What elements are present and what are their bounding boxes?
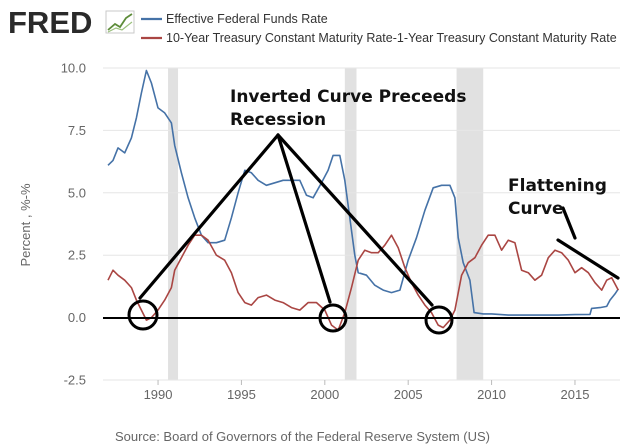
inversion-circle-2007 <box>424 305 454 335</box>
x-tick-label: 1990 <box>144 387 173 402</box>
fred-logo: FRED <box>8 5 135 40</box>
x-tick-label: 1995 <box>227 387 256 402</box>
fred-logo-text: FRED <box>8 5 92 40</box>
inversion-circle-1989 <box>127 299 159 331</box>
inversion-circle-2000 <box>318 303 348 333</box>
x-tick-label: 2000 <box>310 387 339 402</box>
legend-label-spread: 10-Year Treasury Constant Maturity Rate-… <box>166 31 617 45</box>
annotation-flattening-line2: Curve <box>508 199 564 219</box>
x-tick-label: 2015 <box>561 387 590 402</box>
series-line-spread <box>107 234 620 331</box>
annotation-line-2007 <box>276 133 434 307</box>
annotation-line-flattening-b <box>556 238 620 280</box>
x-axis-ticks: 1990 1995 2000 2005 2010 2015 <box>144 380 590 402</box>
annotation-line-flattening-a <box>561 206 577 240</box>
y-axis-label: Percent , %-% <box>18 183 33 267</box>
y-tick-label: 2.5 <box>68 248 86 263</box>
y-axis-ticks: 10.0 7.5 5.0 2.5 0.0 -2.5 <box>61 61 86 388</box>
annotation-inverted-line1: Inverted Curve Preceeds <box>230 87 466 107</box>
annotation-line-1990 <box>138 133 280 300</box>
gridlines <box>103 67 620 381</box>
series-lines <box>107 69 620 331</box>
legend-label-fedfunds: Effective Federal Funds Rate <box>166 12 328 26</box>
y-tick-label: 7.5 <box>68 123 86 138</box>
recession-band <box>456 68 484 380</box>
inversion-markers <box>127 299 454 335</box>
fred-logo-graph-icon <box>105 10 135 34</box>
recession-band <box>168 68 179 380</box>
annotation-flattening-line1: Flattening <box>508 176 607 196</box>
x-tick-label: 2005 <box>394 387 423 402</box>
y-tick-label: 5.0 <box>68 185 86 200</box>
legend: Effective Federal Funds Rate 10-Year Tre… <box>141 12 617 45</box>
annotation-arrows <box>138 133 620 307</box>
y-tick-label: 10.0 <box>61 61 86 76</box>
annotation-line-2000 <box>276 133 332 304</box>
x-tick-label: 2010 <box>477 387 506 402</box>
series-line-fedfunds <box>107 69 619 316</box>
y-tick-label: 0.0 <box>68 310 86 325</box>
source-text: Source: Board of Governors of the Federa… <box>115 429 490 444</box>
y-tick-label: -2.5 <box>64 373 86 388</box>
annotation-inverted-line2: Recession <box>230 110 326 130</box>
